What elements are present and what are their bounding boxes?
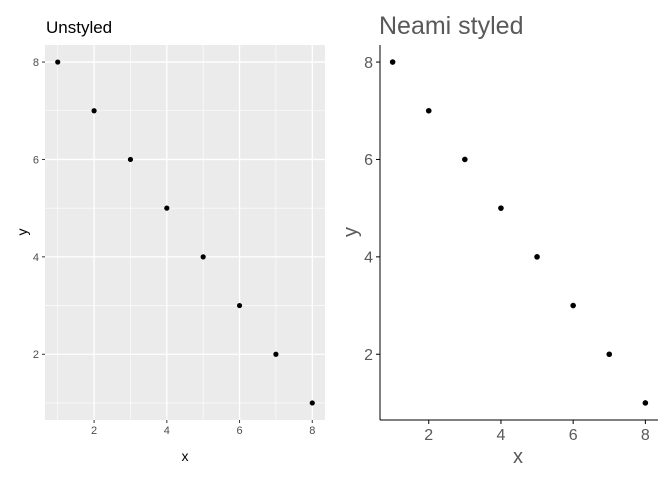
plot-neami-title: Neami styled bbox=[379, 12, 524, 40]
data-point bbox=[91, 108, 97, 114]
plot-unstyled-panel bbox=[45, 45, 325, 420]
x-tick-label: 2 bbox=[91, 425, 97, 437]
y-tick-label: 8 bbox=[33, 57, 39, 69]
plot-unstyled-title: Unstyled bbox=[46, 18, 112, 37]
x-tick-label: 4 bbox=[496, 427, 505, 444]
data-point bbox=[498, 205, 504, 211]
plot-neami-y-ticks: 2 4 6 8 bbox=[364, 55, 380, 364]
data-point bbox=[462, 156, 468, 163]
y-tick-label: 8 bbox=[364, 55, 373, 72]
y-tick-label: 2 bbox=[33, 349, 39, 361]
data-point bbox=[642, 400, 649, 406]
data-point bbox=[606, 351, 613, 358]
data-point bbox=[127, 156, 134, 163]
plot-unstyled-x-label: x bbox=[182, 448, 189, 464]
x-tick-label: 4 bbox=[164, 425, 170, 437]
plot-neami-styled: Neami styled 2 4 6 8 2 4 6 8 x y bbox=[340, 12, 658, 468]
data-point bbox=[273, 351, 279, 357]
data-point bbox=[389, 59, 396, 65]
plot-unstyled: Unstyled 2 4 6 8 2 4 6 8 x y bbox=[14, 18, 325, 464]
x-tick-label: 8 bbox=[641, 427, 650, 444]
data-point bbox=[55, 59, 61, 65]
y-tick-label: 6 bbox=[33, 154, 39, 166]
data-point bbox=[236, 302, 243, 309]
plot-unstyled-y-ticks: 2 4 6 8 bbox=[33, 57, 45, 361]
y-tick-label: 4 bbox=[364, 250, 373, 267]
data-point bbox=[200, 254, 206, 260]
plot-unstyled-points bbox=[55, 59, 315, 406]
plot-unstyled-x-ticks: 2 4 6 8 bbox=[91, 420, 315, 437]
data-point bbox=[570, 302, 576, 309]
plot-neami-x-ticks: 2 4 6 8 bbox=[424, 420, 650, 444]
x-tick-label: 6 bbox=[569, 427, 578, 444]
data-point bbox=[425, 107, 432, 114]
plot-neami-y-label: y bbox=[340, 227, 362, 237]
x-tick-label: 8 bbox=[309, 425, 315, 437]
plot-unstyled-y-label: y bbox=[14, 229, 30, 236]
data-point bbox=[309, 400, 315, 406]
x-tick-label: 2 bbox=[424, 427, 433, 444]
x-tick-label: 6 bbox=[236, 425, 242, 437]
y-tick-label: 6 bbox=[364, 152, 373, 169]
data-point bbox=[534, 254, 540, 260]
data-point bbox=[164, 205, 170, 211]
y-tick-label: 4 bbox=[33, 252, 39, 264]
plot-neami-x-label: x bbox=[513, 446, 523, 468]
y-tick-label: 2 bbox=[364, 347, 373, 364]
plot-neami-points bbox=[389, 59, 649, 406]
